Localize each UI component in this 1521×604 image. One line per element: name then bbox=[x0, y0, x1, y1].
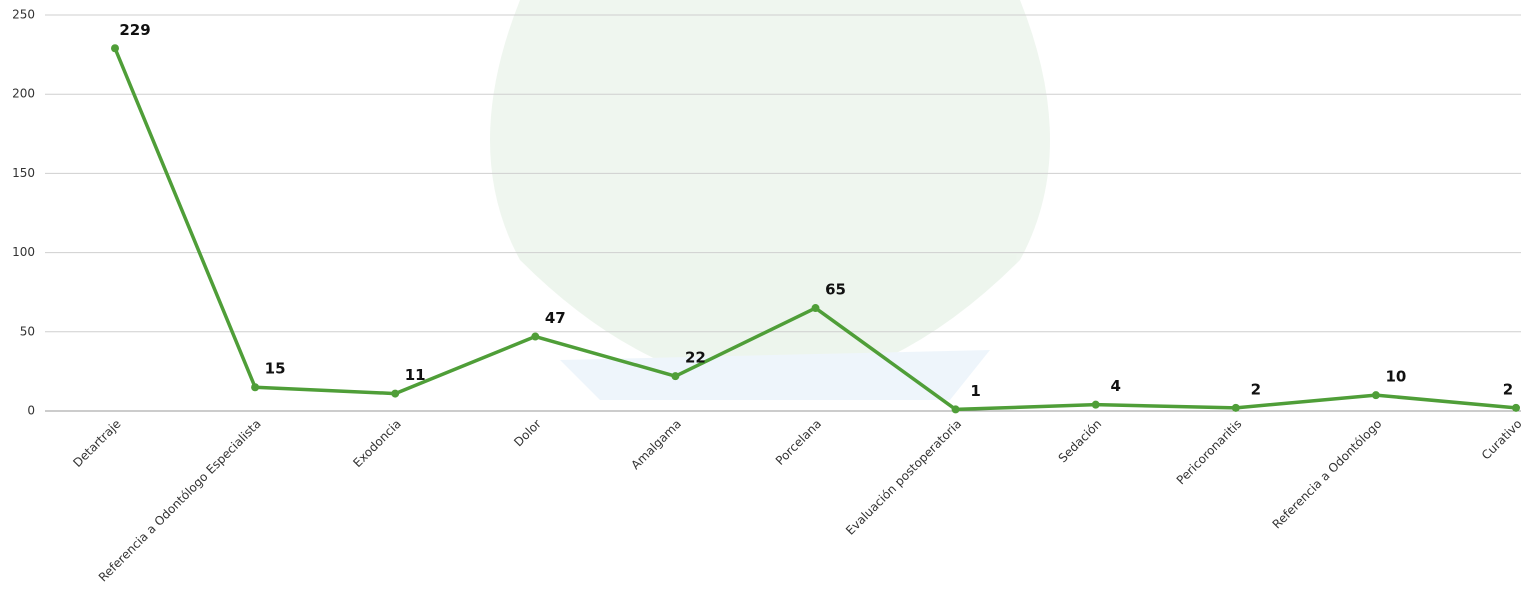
data-label: 2 bbox=[1251, 380, 1261, 398]
y-tick-label: 100 bbox=[12, 245, 35, 259]
point bbox=[1512, 403, 1520, 412]
data-label: 22 bbox=[685, 349, 706, 367]
x-tick-label: Referencia a Odontólogo bbox=[1270, 417, 1385, 532]
x-tick-label: Dolor bbox=[511, 417, 544, 450]
point bbox=[671, 372, 680, 381]
data-label: 229 bbox=[119, 21, 150, 39]
point bbox=[531, 332, 540, 341]
data-label: 65 bbox=[825, 281, 846, 299]
x-tick-label: Curativo bbox=[1479, 417, 1521, 463]
data-label: 11 bbox=[405, 366, 426, 384]
point bbox=[391, 389, 400, 398]
y-tick-label: 250 bbox=[12, 8, 35, 22]
x-tick-label: Sedación bbox=[1056, 417, 1105, 466]
point bbox=[1231, 403, 1240, 412]
data-label: 2 bbox=[1503, 380, 1513, 398]
x-tick-label: Referencia a Odontólogo Especialista bbox=[96, 417, 264, 585]
point bbox=[111, 44, 119, 53]
y-tick-label: 150 bbox=[12, 166, 35, 180]
data-label: 15 bbox=[265, 360, 286, 378]
watermark bbox=[490, 0, 1050, 400]
y-tick-label: 200 bbox=[12, 87, 35, 101]
x-tick-label: Detartraje bbox=[70, 417, 123, 470]
x-tick-label: Amalgama bbox=[628, 417, 684, 473]
y-tick-label: 0 bbox=[27, 404, 35, 418]
point bbox=[251, 383, 260, 392]
x-tick-label: Pericoronaritis bbox=[1174, 417, 1245, 488]
point bbox=[951, 405, 960, 414]
point bbox=[1091, 400, 1100, 409]
point bbox=[811, 304, 820, 313]
y-tick-label: 50 bbox=[20, 324, 35, 338]
data-label: 47 bbox=[545, 309, 566, 327]
point bbox=[1371, 391, 1380, 400]
x-tick-label: Exodoncia bbox=[350, 417, 403, 470]
data-label: 4 bbox=[1110, 377, 1120, 395]
data-label: 10 bbox=[1385, 368, 1406, 386]
x-tick-label: Evaluación postoperatoria bbox=[843, 417, 964, 538]
x-tick-label: Porcelana bbox=[773, 417, 824, 468]
data-label: 1 bbox=[970, 382, 980, 400]
